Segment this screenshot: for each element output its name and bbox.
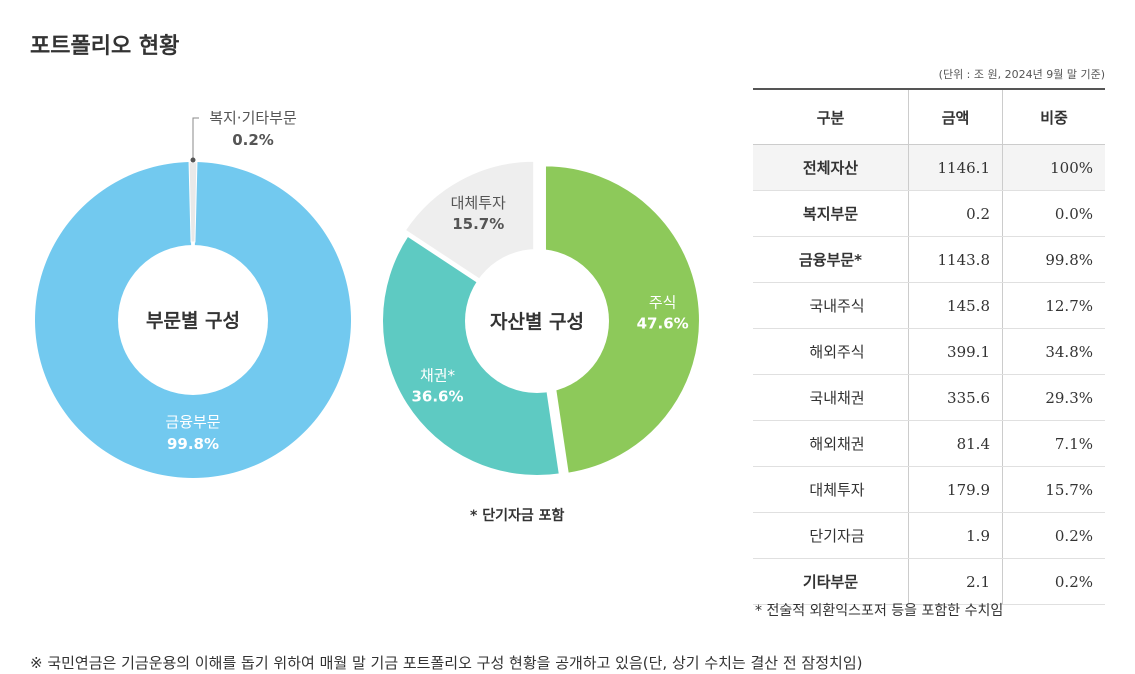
row-share: 12.7% xyxy=(1002,282,1105,329)
row-label: 복지부문 xyxy=(753,190,909,237)
row-amount: 81.4 xyxy=(908,420,1003,467)
table-header-row: 구분 금액 비중 xyxy=(753,88,1105,145)
row-label: 금융부문* xyxy=(753,236,909,283)
slice-label: 대체투자 xyxy=(451,194,506,212)
chart-note: * 단기자금 포함 xyxy=(470,508,565,524)
row-share: 0.2% xyxy=(1002,558,1105,605)
row-share: 100% xyxy=(1002,144,1105,191)
row-amount: 145.8 xyxy=(908,282,1003,329)
slice-value-label: 99.8% xyxy=(167,435,219,453)
row-label: 해외채권 xyxy=(753,420,909,467)
leader-line xyxy=(192,117,199,162)
table-row: 국내채권 335.6 29.3% xyxy=(753,374,1105,421)
leader-dot xyxy=(190,157,196,163)
table-row: 해외주식 399.1 34.8% xyxy=(753,328,1105,375)
slice-label: 금융부문 xyxy=(165,413,220,431)
row-label: 전체자산 xyxy=(753,144,909,191)
unit-note: (단위 : 조 원, 2024년 9월 말 기준) xyxy=(938,68,1105,81)
row-share: 0.2% xyxy=(1002,512,1105,559)
row-amount: 1.9 xyxy=(908,512,1003,559)
center-label: 부문별 구성 xyxy=(146,310,240,332)
footnote: ※ 국민연금은 기금운용의 이해를 돕기 위하여 매월 말 기금 포트폴리오 구… xyxy=(30,654,863,672)
row-label: 해외주식 xyxy=(753,328,909,375)
row-label: 대체투자 xyxy=(753,466,909,513)
donut-hole xyxy=(118,245,268,395)
row-amount: 1143.8 xyxy=(908,236,1003,283)
row-label: 기타부문 xyxy=(753,558,909,605)
table-row: 복지부문 0.2 0.0% xyxy=(753,190,1105,237)
row-amount: 1146.1 xyxy=(908,144,1003,191)
table-row: 해외채권 81.4 7.1% xyxy=(753,420,1105,467)
header-share: 비중 xyxy=(1002,88,1105,145)
pie-slice-stocks xyxy=(543,164,701,475)
slice-value-label: 47.6% xyxy=(637,315,689,333)
header-category: 구분 xyxy=(753,88,909,145)
row-share: 7.1% xyxy=(1002,420,1105,467)
row-amount: 399.1 xyxy=(908,328,1003,375)
table-row: 전체자산 1146.1 100% xyxy=(753,144,1105,191)
row-share: 29.3% xyxy=(1002,374,1105,421)
slice-value-label: 15.7% xyxy=(452,215,504,233)
row-share: 0.0% xyxy=(1002,190,1105,237)
slice-label: 채권* xyxy=(420,366,456,384)
slice-value-label: 36.6% xyxy=(411,387,463,405)
row-label: 국내주식 xyxy=(753,282,909,329)
slice-label: 주식 xyxy=(649,294,677,312)
row-amount: 0.2 xyxy=(908,190,1003,237)
row-amount: 335.6 xyxy=(908,374,1003,421)
slice-value-label: 0.2% xyxy=(232,131,274,149)
row-amount: 179.9 xyxy=(908,466,1003,513)
slice-label: 복지·기타부문 xyxy=(209,109,297,127)
row-amount: 2.1 xyxy=(908,558,1003,605)
row-label: 단기자금 xyxy=(753,512,909,559)
donut-hole xyxy=(465,249,609,393)
table-note: * 전술적 외환익스포저 등을 포함한 수치임 xyxy=(755,603,1004,619)
row-label: 국내채권 xyxy=(753,374,909,421)
table-row: 기타부문 2.1 0.2% xyxy=(753,558,1105,605)
table-row: 단기자금 1.9 0.2% xyxy=(753,512,1105,559)
table-row: 국내주식 145.8 12.7% xyxy=(753,282,1105,329)
header-amount: 금액 xyxy=(908,88,1003,145)
row-share: 34.8% xyxy=(1002,328,1105,375)
row-share: 99.8% xyxy=(1002,236,1105,283)
pie-slice-bonds xyxy=(381,234,561,477)
page-title: 포트폴리오 현황 xyxy=(30,34,180,59)
center-label: 자산별 구성 xyxy=(490,311,584,333)
table-row: 대체투자 179.9 15.7% xyxy=(753,466,1105,513)
table-row: 금융부문* 1143.8 99.8% xyxy=(753,236,1105,283)
row-share: 15.7% xyxy=(1002,466,1105,513)
portfolio-table: 구분 금액 비중 전체자산 1146.1 100% 복지부문 0.2 0.0% … xyxy=(753,88,1105,605)
